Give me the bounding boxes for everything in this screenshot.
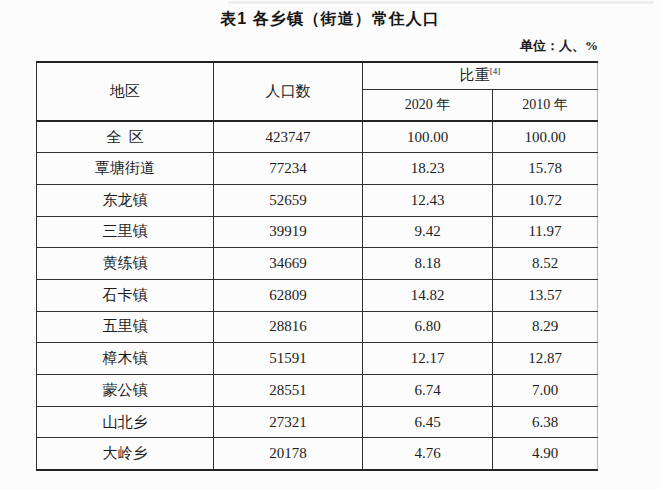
cell-region: 东龙镇 [37, 184, 214, 216]
cell-2010: 11.97 [493, 216, 598, 248]
cell-population: 423747 [214, 121, 363, 153]
cell-population: 77234 [214, 153, 363, 185]
table-row: 覃塘街道 77234 18.23 15.78 [37, 153, 598, 185]
cell-2020: 4.76 [363, 438, 493, 470]
cell-2020: 6.74 [363, 375, 493, 407]
cell-2010: 8.29 [493, 311, 598, 343]
table-row: 三里镇 39919 9.42 11.97 [37, 216, 598, 248]
cell-2010: 7.00 [493, 375, 598, 407]
cell-population: 28551 [214, 375, 363, 407]
table-row: 大岭乡 20178 4.76 4.90 [37, 438, 598, 470]
cell-population: 62809 [214, 279, 363, 311]
cell-region: 五里镇 [37, 311, 214, 343]
top-crop-artifact [228, 1, 654, 4]
cell-population: 28816 [214, 311, 363, 343]
header-region: 地区 [37, 62, 214, 121]
cell-region: 蒙公镇 [37, 375, 214, 407]
cell-2020: 18.23 [363, 153, 493, 185]
table-row: 五里镇 28816 6.80 8.29 [37, 311, 598, 343]
cell-2020: 100.00 [363, 121, 493, 153]
cell-2020: 14.82 [363, 279, 493, 311]
cell-2010: 4.90 [493, 438, 598, 470]
cell-2010: 10.72 [493, 184, 598, 216]
cell-2010: 13.57 [493, 279, 598, 311]
cell-2020: 6.45 [363, 406, 493, 438]
header-population: 人口数 [214, 62, 363, 121]
cell-2010: 100.00 [493, 121, 598, 153]
cell-population: 20178 [214, 438, 363, 470]
cell-2020: 6.80 [363, 311, 493, 343]
proportion-footnote-ref: [4] [490, 66, 501, 76]
table-row: 樟木镇 51591 12.17 12.87 [37, 343, 598, 375]
cell-2020: 8.18 [363, 248, 493, 280]
table-row: 东龙镇 52659 12.43 10.72 [37, 184, 598, 216]
cell-region: 大岭乡 [37, 438, 214, 470]
cell-2010: 12.87 [493, 343, 598, 375]
cell-region: 石卡镇 [37, 279, 214, 311]
page: 表1 各乡镇（街道）常住人口 单位：人、% 地区 人口数 比重[4] 2020 … [0, 0, 660, 490]
cell-2010: 8.52 [493, 248, 598, 280]
cell-2020: 12.17 [363, 343, 493, 375]
table-row: 蒙公镇 28551 6.74 7.00 [37, 375, 598, 407]
table-title: 表1 各乡镇（街道）常住人口 [0, 9, 660, 30]
cell-region: 黄练镇 [37, 248, 214, 280]
header-proportion: 比重[4] [363, 62, 598, 89]
cell-2010: 15.78 [493, 153, 598, 185]
header-row-top: 地区 人口数 比重[4] [37, 62, 598, 89]
table-row: 全 区 423747 100.00 100.00 [37, 121, 598, 153]
cell-2020: 9.42 [363, 216, 493, 248]
unit-label: 单位：人、% [36, 37, 598, 55]
cell-population: 52659 [214, 184, 363, 216]
cell-2010: 6.38 [493, 406, 598, 438]
cell-2020: 12.43 [363, 184, 493, 216]
table-header: 地区 人口数 比重[4] 2020 年 2010 年 [37, 62, 598, 121]
header-year-2020: 2020 年 [363, 89, 493, 121]
cell-region: 樟木镇 [37, 343, 214, 375]
header-proportion-label: 比重 [460, 67, 490, 83]
table-row: 石卡镇 62809 14.82 13.57 [37, 279, 598, 311]
cell-population: 34669 [214, 248, 363, 280]
table-body: 全 区 423747 100.00 100.00 覃塘街道 77234 18.2… [37, 121, 598, 470]
cell-region: 覃塘街道 [37, 153, 214, 185]
cell-region: 全 区 [37, 121, 214, 153]
cell-region: 山北乡 [37, 406, 214, 438]
cell-region: 三里镇 [37, 216, 214, 248]
population-table: 地区 人口数 比重[4] 2020 年 2010 年 全 区 423747 10… [36, 61, 598, 471]
cell-population: 27321 [214, 406, 363, 438]
table-row: 黄练镇 34669 8.18 8.52 [37, 248, 598, 280]
header-year-2010: 2010 年 [493, 89, 598, 121]
table-row: 山北乡 27321 6.45 6.38 [37, 406, 598, 438]
cell-population: 51591 [214, 343, 363, 375]
cell-population: 39919 [214, 216, 363, 248]
